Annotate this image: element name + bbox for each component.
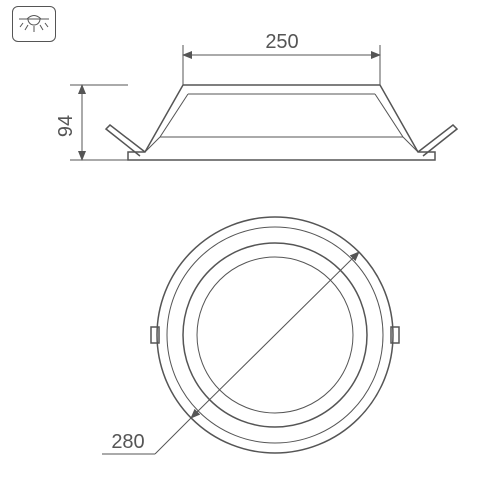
dimension-height: 94	[55, 85, 128, 160]
dimension-top-width: 250	[183, 31, 380, 85]
side-profile	[106, 85, 457, 160]
dimension-diameter: 280	[102, 252, 359, 454]
diagram-container: 250 94	[0, 0, 500, 500]
technical-drawing: 250 94	[0, 0, 500, 500]
dimension-diameter-value: 280	[111, 431, 144, 453]
dimension-top-width-value: 250	[265, 31, 298, 53]
downlight-icon	[12, 6, 56, 42]
dimension-height-value: 94	[55, 115, 77, 137]
